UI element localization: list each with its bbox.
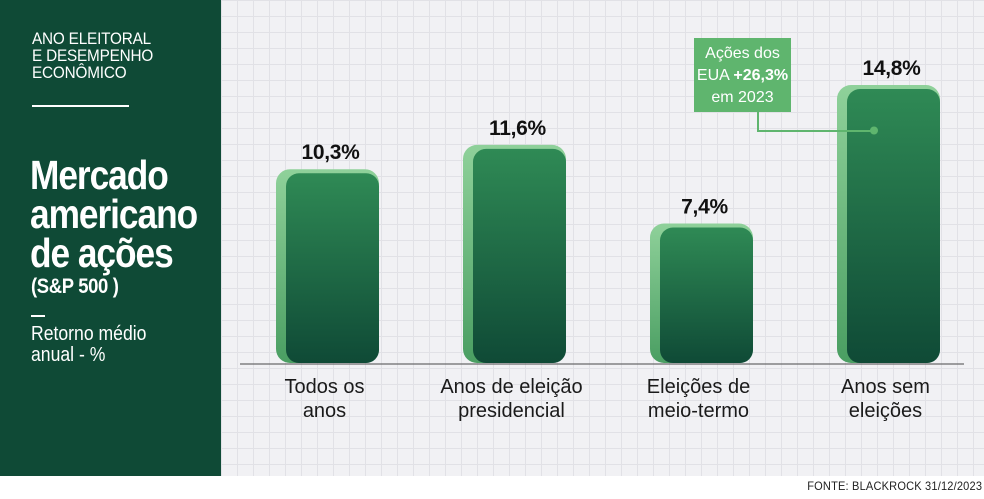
chart-sidebar: ANO ELEITORAL E DESEMPENHO ECONÔMICO Mer…	[0, 0, 221, 476]
data-label: 7,4%	[681, 196, 728, 219]
subtitle-line: Retorno médio	[31, 323, 147, 345]
title-line: de ações	[30, 230, 174, 276]
category-label: Anos sem	[841, 376, 930, 398]
category-label: Anos de eleição	[440, 376, 582, 398]
callout-text: Ações dos	[705, 45, 780, 62]
index-note: (S&P 500 )	[31, 275, 119, 298]
category-label: Eleições de	[647, 376, 750, 398]
kicker-line: ECONÔMICO	[32, 63, 127, 82]
callout-text: EUA +26,3%	[697, 67, 788, 84]
chart-title: Mercado americano de ações	[30, 152, 198, 276]
title-line: Mercado	[30, 152, 169, 198]
data-label: 11,6%	[489, 117, 547, 140]
category-label: eleições	[849, 400, 922, 422]
plot-area: 10,3% Todos os anos 11,6% Anos de eleição pre…	[221, 0, 984, 476]
kicker-divider	[32, 105, 129, 107]
callout-leader	[757, 112, 874, 132]
bar	[847, 89, 940, 363]
callout-text: em 2023	[711, 89, 773, 106]
chart-subtitle: Retorno médio anual - %	[31, 324, 189, 366]
callout-box	[694, 38, 791, 112]
data-label: 14,8%	[862, 57, 921, 80]
category-label: meio-termo	[648, 400, 749, 422]
bar	[473, 148, 566, 363]
category-label: anos	[303, 400, 346, 422]
subtitle-line: anual - %	[31, 344, 106, 366]
bar	[660, 227, 753, 363]
data-label: 10,3%	[301, 141, 360, 164]
subtitle-divider	[31, 315, 45, 317]
bar	[286, 173, 379, 363]
callout-dot	[870, 126, 878, 135]
category-label: Todos os	[284, 376, 364, 398]
title-line: americano	[30, 191, 198, 237]
kicker-line: E DESEMPENHO	[32, 46, 154, 65]
category-label: presidencial	[458, 400, 565, 422]
kicker-heading: ANO ELEITORAL E DESEMPENHO ECONÔMICO	[32, 30, 194, 81]
kicker-line: ANO ELEITORAL	[32, 29, 151, 48]
source-note: FONTE: BLACKROCK 31/12/2023	[807, 479, 982, 493]
